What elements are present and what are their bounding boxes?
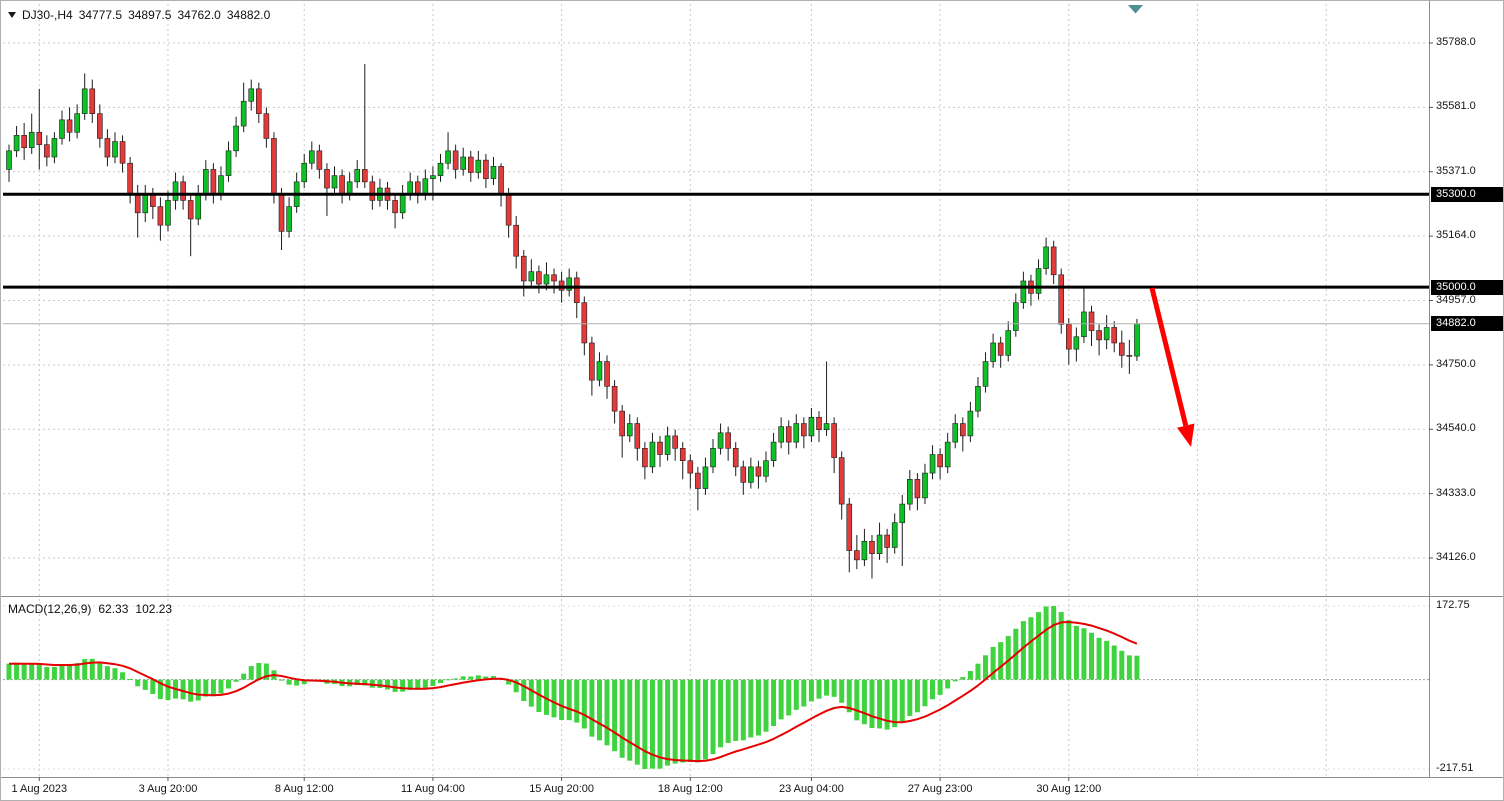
price-tag-support: 35000.0 bbox=[1431, 279, 1503, 295]
trend-arrow[interactable] bbox=[1149, 287, 1195, 447]
ohlc-open: 34777.5 bbox=[78, 8, 123, 22]
indicator-value-signal: 102.23 bbox=[135, 602, 173, 616]
candles bbox=[6, 64, 1140, 579]
price-tag-resistance: 35300.0 bbox=[1431, 186, 1503, 202]
grid-lines bbox=[3, 4, 1429, 776]
macd-scale-max-label: 172.75 bbox=[1436, 599, 1470, 611]
macd-grid bbox=[3, 605, 1429, 770]
macd-scale-min-label: -217.51 bbox=[1436, 762, 1474, 774]
time-axis-label: 27 Aug 23:00 bbox=[907, 783, 973, 795]
indicator-value-main: 62.33 bbox=[98, 602, 129, 616]
price-axis-label: 35788.0 bbox=[1436, 36, 1476, 48]
symbol-dropdown-icon bbox=[8, 12, 16, 18]
time-axis-label: 8 Aug 12:00 bbox=[274, 783, 334, 795]
panel-borders bbox=[1, 1, 1503, 781]
ohlc-high: 34897.5 bbox=[128, 8, 172, 22]
time-axis-label: 11 Aug 04:00 bbox=[400, 783, 465, 795]
time-axis-label: 23 Aug 04:00 bbox=[778, 783, 844, 795]
time-axis-label: 18 Aug 12:00 bbox=[657, 783, 723, 795]
time-axis-label: 15 Aug 20:00 bbox=[529, 783, 595, 795]
indicator-info: MACD(12,26,9) 62.33 102.23 bbox=[8, 602, 172, 616]
time-axis-label: 1 Aug 2023 bbox=[11, 783, 68, 795]
time-axis[interactable] bbox=[1, 777, 1503, 800]
price-axis-label: 35581.0 bbox=[1436, 100, 1476, 113]
ohlc-close: 34882.0 bbox=[226, 8, 271, 22]
ohlc-low: 34762.0 bbox=[177, 8, 221, 22]
symbol-period-label: DJ30-,H4 bbox=[22, 8, 73, 22]
price-axis-label: 34333.0 bbox=[1436, 486, 1476, 499]
time-axis-label: 3 Aug 20:00 bbox=[138, 783, 198, 795]
symbol-info: DJ30-,H4 34777.5 34897.5 34762.0 34882.0 bbox=[8, 8, 270, 22]
indicator-label: MACD(12,26,9) bbox=[8, 602, 92, 616]
price-axis-label: 34957.0 bbox=[1436, 293, 1476, 306]
time-axis-label: 30 Aug 12:00 bbox=[1036, 783, 1102, 795]
price-axis-label: 34750.0 bbox=[1436, 357, 1476, 370]
price-axis-label: 35371.0 bbox=[1436, 164, 1476, 177]
macd-histogram bbox=[6, 606, 1140, 769]
chart-shift-marker-icon[interactable] bbox=[1128, 5, 1143, 14]
price-axis-label: 34540.0 bbox=[1436, 422, 1476, 435]
macd-signal-line bbox=[8, 621, 1138, 763]
price-axis[interactable] bbox=[1429, 1, 1503, 777]
price-axis-label: 34126.0 bbox=[1436, 551, 1476, 563]
price-tag-current-price: 34882.0 bbox=[1431, 316, 1503, 332]
price-axis-label: 35164.0 bbox=[1436, 229, 1476, 242]
